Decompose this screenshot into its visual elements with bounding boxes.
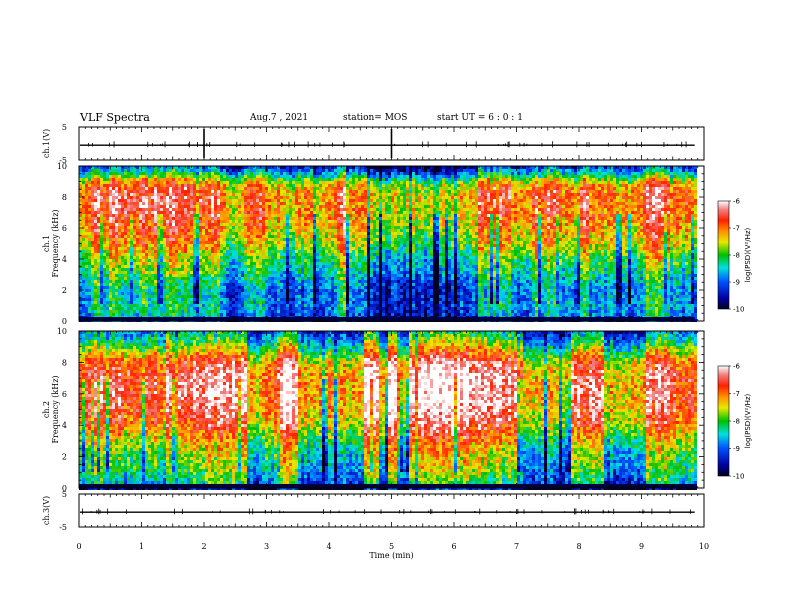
colorbar-tick-label: -10 <box>733 473 744 481</box>
x-tick-label: 7 <box>514 542 519 551</box>
x-tick-label: 1 <box>139 542 144 551</box>
y-tick-label: 10 <box>57 327 67 336</box>
y-tick-label: 0 <box>62 317 67 326</box>
y-tick-label: -5 <box>59 523 67 532</box>
x-tick-label: 3 <box>264 542 269 551</box>
colorbar-tick-label: -7 <box>733 225 740 233</box>
x-tick-label: 6 <box>451 542 456 551</box>
frequency-ylabel: Frequency (kHz) <box>51 209 60 277</box>
x-tick-label: 8 <box>576 542 581 551</box>
colorbar-tick-label: -10 <box>733 306 744 314</box>
colorbar-label: log(PSD)(V²/Hz) <box>744 227 752 282</box>
y-tick-label: 6 <box>62 390 67 399</box>
date-label: Aug.7 , 2021 <box>250 113 308 123</box>
colorbar <box>717 365 730 477</box>
x-tick-label: 10 <box>699 542 709 551</box>
y-tick-label: 0 <box>62 484 67 493</box>
spectrogram-ch1 <box>79 166 697 322</box>
spectrogram-ch2 <box>79 331 697 490</box>
x-axis-label: Time (min) <box>369 551 413 560</box>
colorbar <box>717 200 730 310</box>
colorbar-tick-label: -6 <box>733 198 741 206</box>
station-label: station= MOS <box>343 113 407 123</box>
start-ut-label: start UT = 6 : 0 : 1 <box>437 113 523 123</box>
waveform-ylabel: ch.3(V) <box>42 496 51 525</box>
y-tick-label: 4 <box>62 255 67 264</box>
y-tick-label: 5 <box>62 490 67 499</box>
colorbar-label: log(PSD)(V²/Hz) <box>744 393 752 448</box>
spectrogram-floor <box>79 484 695 488</box>
spectrogram-cells <box>79 331 697 490</box>
x-tick-label: 5 <box>389 542 394 551</box>
y-tick-label: 10 <box>57 162 67 171</box>
y-tick-label: 8 <box>62 193 67 202</box>
colorbar-tick-label: -8 <box>733 418 740 426</box>
frequency-ylabel: Frequency (kHz) <box>51 375 60 443</box>
x-tick-label: 9 <box>639 542 644 551</box>
y-tick-label: 2 <box>62 286 67 295</box>
chart-title: VLF Spectra <box>80 111 150 124</box>
waveform-ylabel: ch.1(V) <box>42 129 51 158</box>
x-tick-label: 4 <box>326 542 331 551</box>
channel-label: ch.1 <box>42 235 51 252</box>
colorbar-tick-label: -9 <box>733 279 740 287</box>
colorbar-tick-label: -6 <box>733 363 741 371</box>
colorbar-tick-label: -9 <box>733 445 740 453</box>
x-tick-label: 2 <box>201 542 206 551</box>
spectrogram-cells <box>79 166 697 322</box>
spectrogram-floor <box>79 317 695 321</box>
y-tick-label: 5 <box>62 123 67 132</box>
y-tick-label: 2 <box>62 453 67 462</box>
y-tick-label: 8 <box>62 358 67 367</box>
colorbar-tick-label: -8 <box>733 252 740 260</box>
channel-label: ch.2 <box>42 401 51 418</box>
x-tick-label: 0 <box>76 542 81 551</box>
y-tick-label: 6 <box>62 224 67 233</box>
y-tick-label: 4 <box>62 421 67 430</box>
colorbar-tick-label: -7 <box>733 390 740 398</box>
y-tick-label: -5 <box>59 156 67 165</box>
